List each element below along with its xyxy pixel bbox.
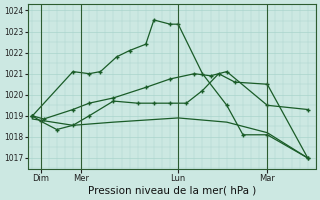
X-axis label: Pression niveau de la mer( hPa ): Pression niveau de la mer( hPa ): [88, 186, 256, 196]
